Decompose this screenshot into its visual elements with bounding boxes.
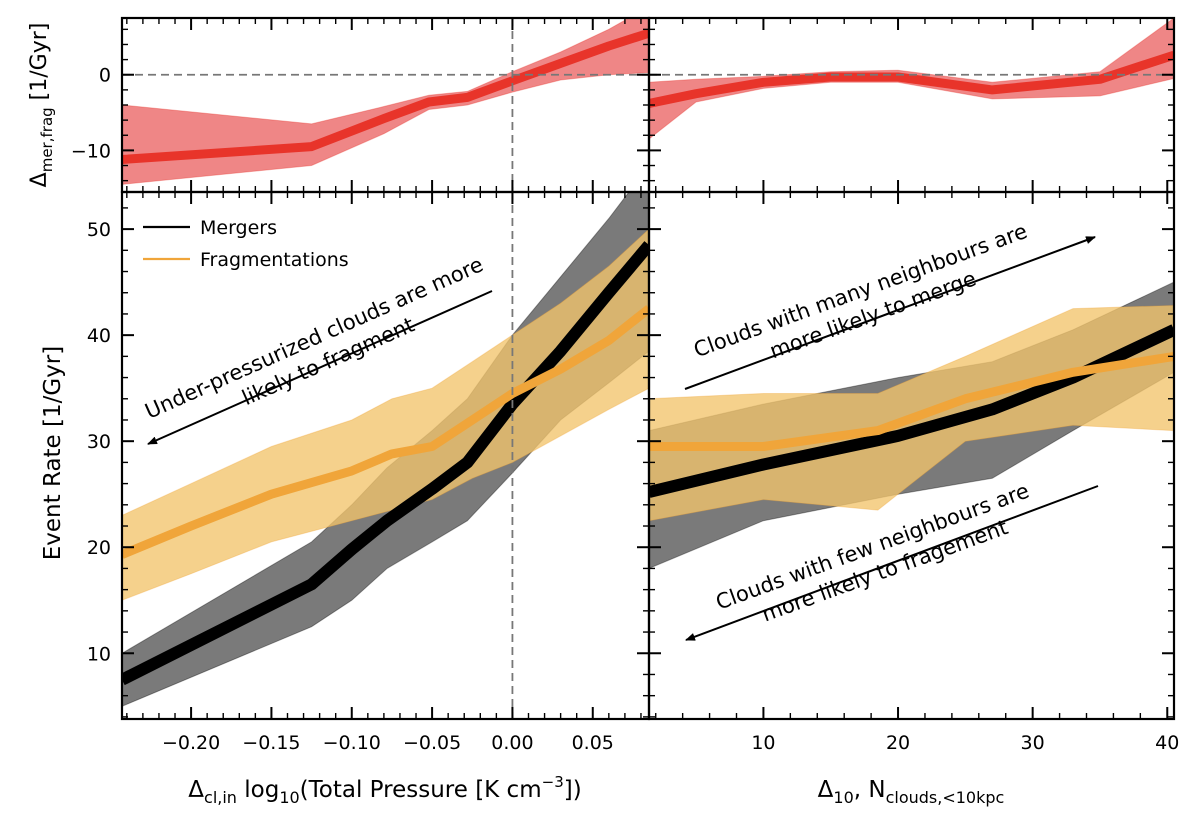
- axes-frames: [120, 16, 1176, 721]
- legend-label-fragmentations: Fragmentations: [200, 249, 349, 271]
- xtick-label: −0.05: [403, 732, 461, 754]
- arrow-fragment-left: [147, 290, 493, 445]
- ticks-tr: [649, 18, 1174, 192]
- ylabel-delta-mer-frag: Δmer,frag [1/Gyr]: [27, 23, 56, 188]
- xtick-label: 30: [1021, 732, 1045, 754]
- ytick-label: 40: [87, 325, 111, 347]
- ytick-label: 30: [87, 431, 111, 453]
- arrow-merge-right: [684, 236, 1096, 390]
- ylabel-event-rate: Event Rate [1/Gyr]: [40, 346, 66, 560]
- line-fragmentations-bl: [122, 305, 649, 559]
- xtick-label: −0.20: [162, 732, 220, 754]
- line--mergers-fragmentations-tr: [649, 50, 1174, 108]
- line-mergers-bl: [122, 241, 649, 686]
- legend: Mergers Fragmentations: [143, 217, 349, 271]
- line--mergers-fragmentations-tl: [122, 28, 649, 164]
- xtick-label: 0.00: [491, 732, 533, 754]
- xtick-label: 20: [886, 732, 910, 754]
- ytick-label: −10: [71, 140, 111, 162]
- plot-area-bl: [122, 192, 649, 707]
- ytick-label: 20: [87, 537, 111, 559]
- xtick-label: −0.15: [242, 732, 300, 754]
- legend-label-mergers: Mergers: [200, 217, 277, 239]
- frame-bottom-right: [647, 190, 1176, 721]
- band--mergers-fragmentations-tl: [122, 18, 649, 185]
- frame-top-right: [647, 16, 1176, 194]
- line-fragmentations-br: [649, 351, 1174, 451]
- ytick-label: 10: [87, 643, 111, 665]
- xtick-label: 10: [751, 732, 775, 754]
- ticks-br: 10 20 30 40: [649, 192, 1179, 754]
- xtick-label: 40: [1155, 732, 1179, 754]
- xtick-label: 0.05: [572, 732, 614, 754]
- plot-area-br: [649, 281, 1174, 569]
- xlabel-n-clouds: Δ10, Nclouds,<10kpc: [818, 777, 1005, 807]
- xlabel-total-pressure: Δcl,in log10(Total Pressure [K cm−3]): [188, 773, 581, 807]
- plot-area-tl: [122, 18, 649, 185]
- plot-area-tr: [649, 18, 1174, 140]
- band-fragmentations-bl: [122, 228, 649, 601]
- arrow-fragment-right: [685, 485, 1099, 641]
- xtick-label: −0.10: [323, 732, 381, 754]
- ytick-label: 0: [99, 65, 111, 87]
- ytick-label: 50: [87, 219, 111, 241]
